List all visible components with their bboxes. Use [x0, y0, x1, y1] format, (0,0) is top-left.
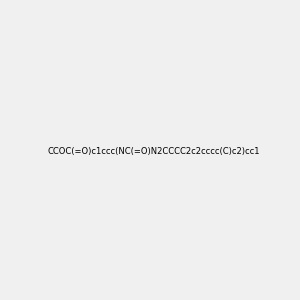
Text: CCOC(=O)c1ccc(NC(=O)N2CCCC2c2cccc(C)c2)cc1: CCOC(=O)c1ccc(NC(=O)N2CCCC2c2cccc(C)c2)c…: [47, 147, 260, 156]
